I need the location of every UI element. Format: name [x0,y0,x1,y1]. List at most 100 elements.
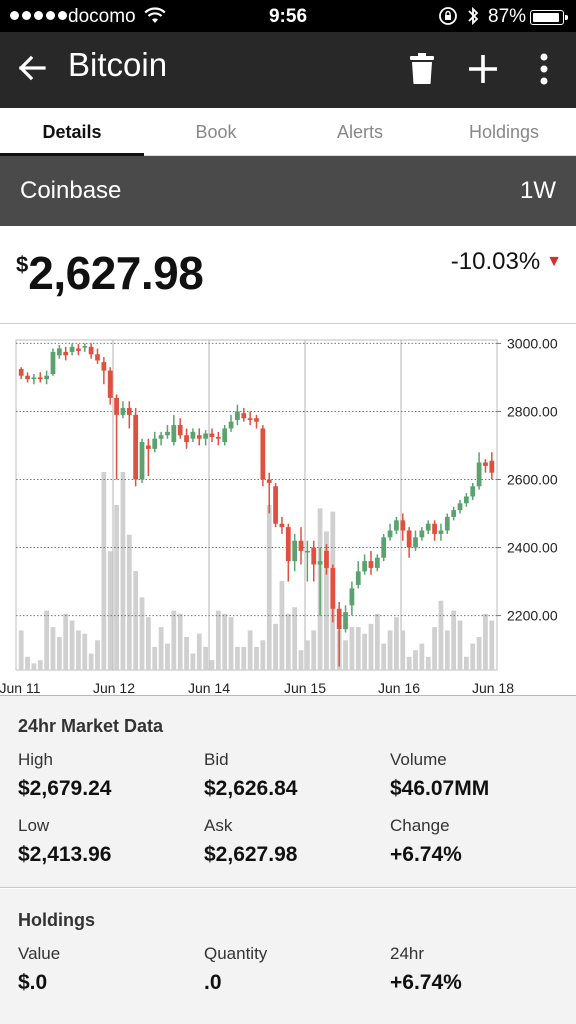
volume-bar [273,623,278,670]
candle-body [126,408,132,415]
candle-body [489,460,495,473]
candle-body [292,540,298,562]
volume-bar [425,656,431,670]
volume-bar [37,660,43,670]
candle-body [120,408,126,415]
volume-bar [343,640,348,670]
candlestick-chart[interactable]: 3000.00 2800.00 2600.00 2400.00 2200.00 Jun 1… [0,325,576,695]
volume-bar [209,660,215,670]
add-icon[interactable] [466,52,500,86]
x-tick-label: Jun 15 [284,680,326,695]
tab-holdings[interactable]: Holdings [468,122,540,142]
candle-body [209,433,215,437]
plot-area [15,339,498,671]
volume-bar [381,643,387,670]
page-title: Bitcoin [68,46,168,83]
candle-body [215,436,221,439]
candle-body [25,375,30,380]
x-tick-label: Jun 18 [472,680,514,695]
candle-body [95,354,100,361]
stat-value: $2,627.98 [204,843,298,866]
candle-body [362,561,368,572]
candle-body [311,547,317,565]
time-range-selector[interactable]: 1W [520,177,556,204]
price-value: 2,627.98 [28,247,204,299]
volume-bar [457,620,463,670]
stat-label: Bid [204,750,229,769]
volume-bar [444,630,450,670]
volume-bar [107,551,113,670]
volume-bar [451,610,457,670]
tab-book[interactable]: Book [195,122,237,142]
price-panel: $ 2,627.98 -10.03% ▼ [0,226,576,324]
down-arrow-icon: ▼ [546,253,562,270]
rotation-lock-icon [438,6,458,32]
stat-bid: Bid $2,626.84 [204,750,297,801]
back-arrow-icon[interactable] [16,52,48,84]
candle-body [419,530,425,538]
tab-alerts[interactable]: Alerts [336,122,383,142]
volume-bar [311,630,317,670]
volume-bar [235,646,240,670]
candle-body [273,486,278,524]
candle-body [413,537,418,548]
divider [0,695,576,696]
price-change-value: -10.03% [450,248,541,275]
stat-value: +6.74% [390,843,462,866]
candle-body [457,503,463,511]
candle-body [190,431,196,439]
candle-body [336,608,342,630]
y-tick-label: 3000.00 [507,335,558,351]
candle-body [425,523,431,531]
more-vertical-icon[interactable] [536,52,552,86]
candle-body [235,411,240,420]
volume-bar [82,633,88,670]
candle-body [114,397,119,415]
battery-percent: 87% [488,6,527,27]
stat-value: $.0 [18,971,48,994]
market-data-section: 24hr Market Data High $2,679.24 Bid $2,6… [0,696,576,888]
volume-bar [463,656,469,670]
candle-body [254,418,259,422]
volume-bar [152,646,158,670]
stat-low: Low $2,413.96 [18,816,111,867]
volume-bar [126,534,132,670]
volume-bar [387,630,393,670]
volume-bar [18,630,24,670]
stat-label: 24hr [390,944,425,963]
exchange-bar[interactable]: Coinbase 1W [0,156,576,226]
stat-change: Change +6.74% [390,816,462,867]
y-tick-label: 2600.00 [507,471,558,487]
chart-canvas[interactable]: 3000.00 2800.00 2600.00 2400.00 2200.00 Jun 1… [0,325,576,695]
volume-bar [114,505,119,670]
volume-bar [139,597,145,670]
candle-body [50,351,56,375]
candle-body [438,530,444,534]
candle-body [107,370,113,398]
stat-label: Volume [390,750,447,769]
volume-bar [292,607,298,670]
trash-icon[interactable] [408,52,436,86]
candle-body [406,530,412,548]
volume-bar [177,613,183,670]
volume-bar [406,656,412,670]
volume-bar [419,643,425,670]
y-tick-label: 2200.00 [507,608,558,624]
holding-value: Value $.0 [18,944,60,995]
candle-body [470,486,476,497]
volume-bar [362,633,368,670]
stat-value: $2,679.24 [18,777,112,800]
candle-body [463,496,469,504]
holding-24hr: 24hr +6.74% [390,944,462,995]
stat-label: High [18,750,53,769]
price-change: -10.03% ▼ [451,248,562,276]
candle-body [483,462,488,466]
candle-body [69,346,75,352]
volume-bar [63,613,69,670]
candle-body [165,431,170,436]
candle-body [368,561,374,568]
candle-body [222,428,228,443]
tab-details[interactable]: Details [0,108,144,156]
volume-bar [95,640,100,670]
candle-body [451,510,457,517]
